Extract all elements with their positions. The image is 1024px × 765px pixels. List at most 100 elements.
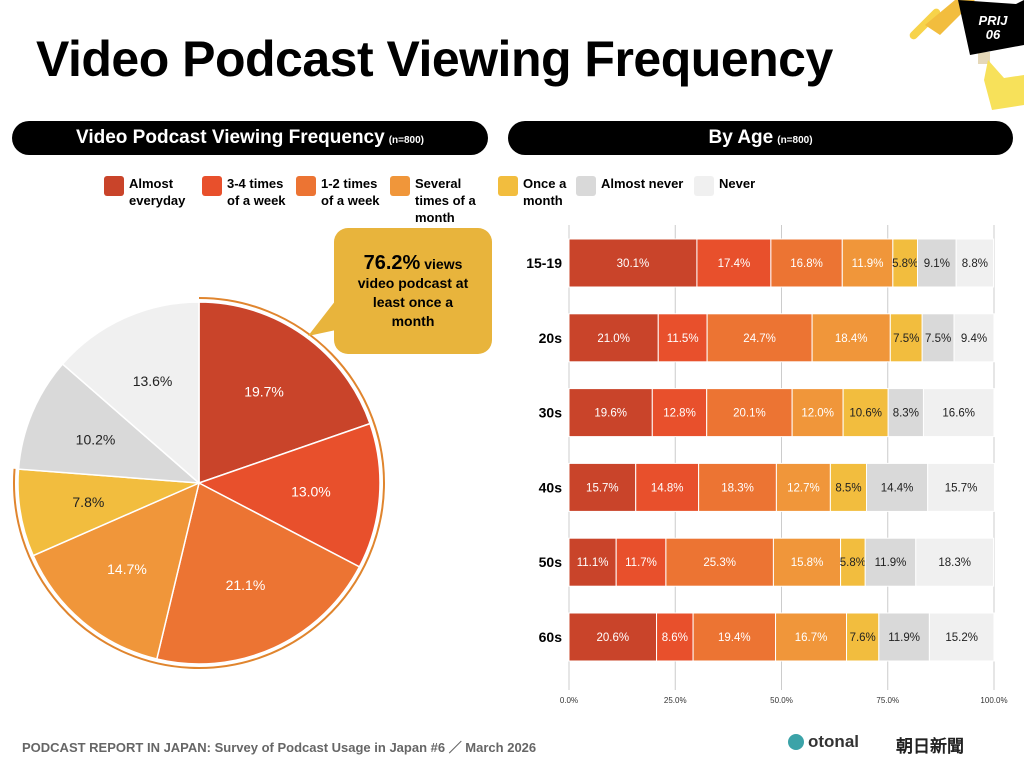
legend-item: Almost never xyxy=(576,175,686,226)
bar-data-label: 11.9% xyxy=(888,632,920,644)
legend-swatch xyxy=(390,176,410,196)
bar-chart: 0.0% 25.0% 50.0% 75.0% 100.0% 15-19 30.1% 17.4%… xyxy=(526,225,1008,705)
legend: Almost everyday 3-4 times of a week 1-2 ti… xyxy=(104,175,756,226)
legend-swatch xyxy=(296,176,316,196)
legend-item: Several times of a month xyxy=(390,175,490,226)
pie-data-label: 19.7% xyxy=(244,384,284,400)
bar-data-label: 15.2% xyxy=(945,632,978,644)
bar-data-label: 11.5% xyxy=(667,333,699,345)
bar-data-label: 16.7% xyxy=(795,632,828,644)
legend-swatch xyxy=(498,176,518,196)
callout-text2: video podcast at least once a month xyxy=(357,275,469,329)
pie-data-label: 10.2% xyxy=(76,432,116,448)
bar-segment xyxy=(706,388,793,438)
bar-segment xyxy=(656,612,694,662)
bar-data-label: 7.5% xyxy=(925,333,951,345)
svg-text:06: 06 xyxy=(986,27,1001,42)
legend-label: Once a month xyxy=(523,176,567,208)
legend-swatch xyxy=(202,176,222,196)
bar-segment xyxy=(927,462,995,512)
bar-header: By Age (n=800) xyxy=(508,121,1013,155)
bar-segment xyxy=(791,388,844,438)
bar-segment xyxy=(841,238,894,288)
bar-data-label: 21.0% xyxy=(597,333,630,345)
legend-label: Never xyxy=(719,176,756,191)
bar-data-label: 18.3% xyxy=(938,557,971,569)
pie-header: Video Podcast Viewing Frequency (n=800) xyxy=(12,121,488,155)
bar-data-label: 12.7% xyxy=(787,482,820,494)
legend-label: Almost never xyxy=(601,176,684,191)
bar-data-label: 30.1% xyxy=(617,258,650,270)
bar-data-label: 15.8% xyxy=(791,557,824,569)
bar-data-label: 5.8% xyxy=(892,258,918,270)
bar-data-label: 7.5% xyxy=(893,333,919,345)
legend-item: 1-2 times of a week xyxy=(296,175,382,226)
bar-segment xyxy=(917,238,957,288)
bar-segment xyxy=(840,537,866,587)
bar-data-label: 16.8% xyxy=(790,258,823,270)
bar-segment xyxy=(775,462,831,512)
legend-label: Almost everyday xyxy=(129,176,186,208)
x-tick-label: 50.0% xyxy=(770,696,793,705)
bar-data-label: 9.4% xyxy=(961,333,987,345)
bar-data-label: 25.3% xyxy=(703,557,736,569)
bar-segment xyxy=(568,238,698,288)
asahi-logo: 朝日新聞 xyxy=(896,737,964,756)
bar-segment xyxy=(665,537,774,587)
pie-slice xyxy=(61,301,200,485)
pie-slice xyxy=(197,422,381,568)
bar-data-label: 11.7% xyxy=(625,557,657,569)
legend-swatch xyxy=(694,176,714,196)
bar-segment xyxy=(846,612,880,662)
bar-data-label: 8.8% xyxy=(962,258,988,270)
legend-item: Once a month xyxy=(498,175,568,226)
share-outline-arc xyxy=(13,297,385,669)
legend-label: Several times of a month xyxy=(415,176,476,225)
bar-data-label: 12.0% xyxy=(801,408,834,420)
bar-data-label: 18.4% xyxy=(835,333,868,345)
bar-segment xyxy=(842,388,889,438)
x-tick-label: 0.0% xyxy=(560,696,578,705)
pie-chart: 19.7% 13.0% 21.1% 14.7% 7.8% 10.2% 13.6% xyxy=(13,297,385,669)
callout-text1: views xyxy=(424,256,463,272)
callout-value: 76.2% xyxy=(363,252,421,274)
category-label: 20s xyxy=(539,330,563,346)
bar-data-label: 20.1% xyxy=(733,408,766,420)
callout-pointer xyxy=(308,300,336,336)
x-tick-label: 25.0% xyxy=(664,696,687,705)
bar-segment xyxy=(568,612,658,662)
bar-segment xyxy=(706,313,813,363)
legend-swatch xyxy=(576,176,596,196)
x-tick-label: 75.0% xyxy=(876,696,899,705)
bar-data-label: 14.8% xyxy=(651,482,684,494)
page-title: Video Podcast Viewing Frequency xyxy=(36,31,833,87)
bar-data-label: 19.6% xyxy=(594,408,627,420)
callout-bubble: 76.2% views video podcast at least once … xyxy=(334,228,492,354)
pie-header-title: Video Podcast Viewing Frequency xyxy=(76,127,385,148)
bar-data-label: 12.8% xyxy=(663,408,696,420)
pie-data-label: 14.7% xyxy=(107,561,147,577)
bar-header-n: (n=800) xyxy=(777,135,813,146)
pie-data-label: 13.0% xyxy=(291,483,331,499)
bar-segment xyxy=(889,313,923,363)
otonal-logo-icon xyxy=(788,734,804,750)
bar-segment xyxy=(915,537,995,587)
bar-data-label: 17.4% xyxy=(718,258,751,270)
bar-data-label: 18.3% xyxy=(721,482,754,494)
legend-label: 3-4 times of a week xyxy=(227,176,286,208)
bar-data-label: 20.6% xyxy=(596,632,629,644)
bar-segment xyxy=(921,313,955,363)
pie-header-n: (n=800) xyxy=(388,135,424,146)
pie-slice xyxy=(32,481,201,660)
bar-segment xyxy=(770,238,843,288)
pie-slice xyxy=(155,481,361,665)
otonal-logo: otonal xyxy=(788,732,859,752)
bar-data-label: 9.1% xyxy=(924,258,950,270)
bar-header-title: By Age xyxy=(708,127,774,148)
category-label: 30s xyxy=(539,405,563,421)
bar-data-label: 5.8% xyxy=(840,557,866,569)
footer-text: PODCAST REPORT IN JAPAN: Survey of Podca… xyxy=(22,740,537,755)
bar-segment xyxy=(775,612,848,662)
bar-data-label: 14.4% xyxy=(881,482,914,494)
legend-item: Almost everyday xyxy=(104,175,194,226)
